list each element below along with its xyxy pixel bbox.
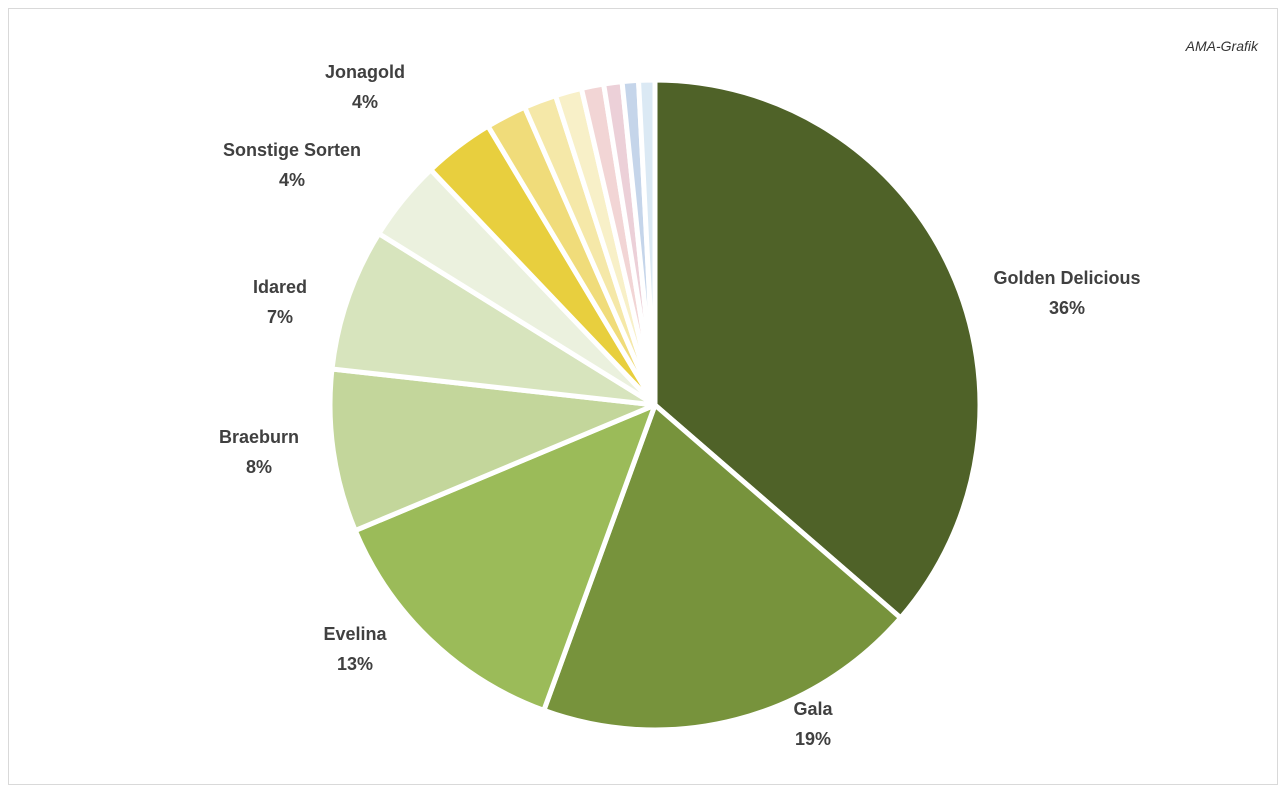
pie-slice [636,77,658,408]
slice-percent: 7% [267,307,293,327]
slice-label: Golden Delicious [993,268,1140,288]
slice-percent: 13% [337,654,373,674]
slice-percent: 4% [279,170,305,190]
slice-percent: 19% [795,729,831,749]
slice-label: Idared [253,277,307,297]
slice-label: Sonstige Sorten [223,140,361,160]
slice-percent: 4% [352,92,378,112]
pie-slice [541,402,904,733]
slice-percent: 8% [246,457,272,477]
pie-slice [329,231,658,408]
pie-slice [352,402,658,713]
pie-slice [327,366,658,534]
slice-label: Gala [793,699,833,719]
slice-label: Braeburn [219,427,299,447]
slice-label: Evelina [323,624,387,644]
pie-slice [652,77,983,621]
slice-label: Jonagold [325,62,405,82]
source-note: AMA-Grafik [1185,38,1258,54]
slice-percent: 36% [1049,298,1085,318]
